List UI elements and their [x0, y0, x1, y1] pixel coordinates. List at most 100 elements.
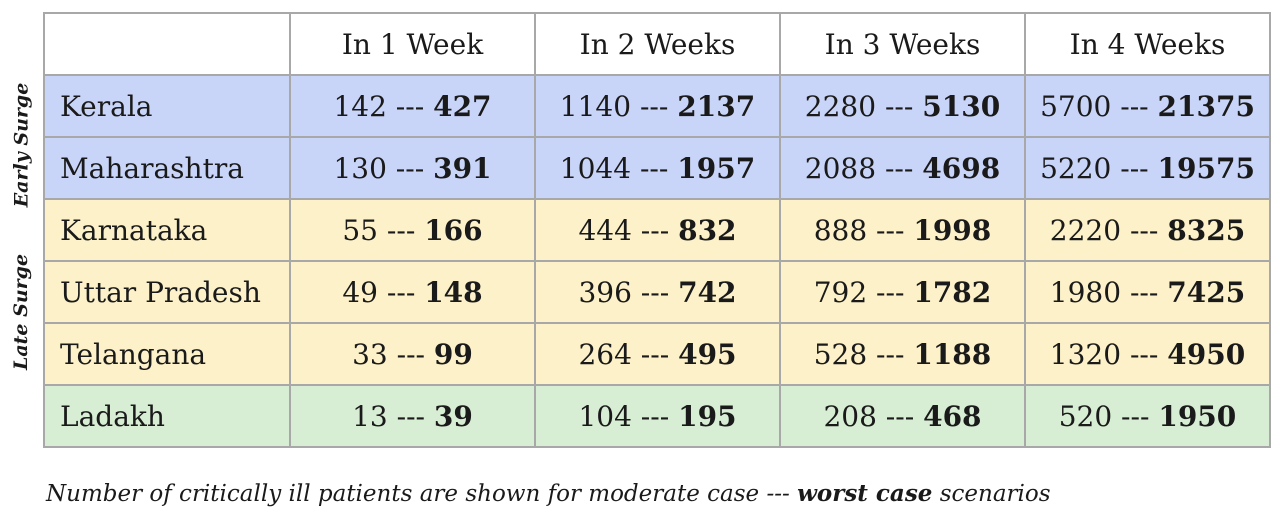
- header-row: In 1 Week In 2 Weeks In 3 Weeks In 4 Wee…: [43, 12, 1271, 76]
- moderate-case-value: 1320: [1049, 337, 1122, 371]
- value-cell: 5700 --- 21375: [1024, 74, 1271, 138]
- moderate-case-value: 49: [342, 275, 378, 309]
- value-cell: 208 --- 468: [779, 384, 1026, 448]
- moderate-case-value: 888: [813, 213, 868, 247]
- worst-case-value: 39: [433, 399, 473, 433]
- value-cell: 142 --- 427: [289, 74, 536, 138]
- moderate-case-value: 396: [578, 275, 632, 309]
- worst-case-value: 1782: [913, 275, 992, 309]
- moderate-case-value: 104: [578, 399, 632, 433]
- value-separator: ---: [876, 151, 923, 185]
- value-separator: ---: [378, 213, 425, 247]
- worst-case-value: 427: [433, 89, 492, 123]
- worst-case-value: 1188: [913, 337, 992, 371]
- value-cell: 104 --- 195: [534, 384, 781, 448]
- value-cell: 2220 --- 8325: [1024, 198, 1271, 262]
- forecast-table: In 1 Week In 2 Weeks In 3 Weeks In 4 Wee…: [43, 12, 1271, 448]
- caption-text-bold: worst case: [797, 480, 933, 507]
- worst-case-value: 7425: [1167, 275, 1246, 309]
- value-cell: 2088 --- 4698: [779, 136, 1026, 200]
- late-surge-label-text: Late Surge: [10, 253, 33, 371]
- moderate-case-value: 2088: [804, 151, 877, 185]
- state-name-cell: Karnataka: [43, 198, 291, 262]
- value-cell: 444 --- 832: [534, 198, 781, 262]
- value-separator: ---: [867, 337, 914, 371]
- worst-case-value: 99: [433, 337, 473, 371]
- table-row: Maharashtra 130 --- 391 1044 --- 1957 2088 …: [43, 136, 1271, 200]
- worst-case-value: 391: [433, 151, 492, 185]
- table-header: In 1 Week In 2 Weeks In 3 Weeks In 4 Wee…: [43, 12, 1271, 76]
- value-separator: ---: [867, 275, 914, 309]
- value-cell: 49 --- 148: [289, 260, 536, 324]
- worst-case-value: 742: [678, 275, 737, 309]
- value-cell: 528 --- 1188: [779, 322, 1026, 386]
- value-separator: ---: [876, 89, 923, 123]
- value-cell: 5220 --- 19575: [1024, 136, 1271, 200]
- value-separator: ---: [631, 213, 679, 247]
- value-cell: 130 --- 391: [289, 136, 536, 200]
- value-separator: ---: [386, 89, 434, 123]
- moderate-case-value: 792: [813, 275, 868, 309]
- value-cell: 888 --- 1998: [779, 198, 1026, 262]
- worst-case-value: 1950: [1158, 399, 1237, 433]
- moderate-case-value: 528: [813, 337, 868, 371]
- worst-case-value: 166: [424, 213, 483, 247]
- value-separator: ---: [631, 399, 679, 433]
- worst-case-value: 468: [923, 399, 982, 433]
- moderate-case-value: 33: [352, 337, 388, 371]
- moderate-case-value: 1980: [1049, 275, 1122, 309]
- table-row: Ladakh 13 --- 39 104 --- 195 208 --- 468 520…: [43, 384, 1271, 448]
- moderate-case-value: 1140: [559, 89, 632, 123]
- moderate-case-value: 55: [342, 213, 378, 247]
- state-name-cell: Maharashtra: [43, 136, 291, 200]
- value-separator: ---: [867, 213, 914, 247]
- worst-case-value: 495: [678, 337, 737, 371]
- table-row: Karnataka 55 --- 166 444 --- 832 888 --- 19…: [43, 198, 1271, 262]
- moderate-case-value: 5220: [1040, 151, 1112, 185]
- value-separator: ---: [386, 151, 434, 185]
- value-cell: 520 --- 1950: [1024, 384, 1271, 448]
- value-separator: ---: [876, 399, 924, 433]
- value-separator: ---: [1112, 399, 1159, 433]
- value-cell: 2280 --- 5130: [779, 74, 1026, 138]
- worst-case-value: 21375: [1157, 89, 1255, 123]
- moderate-case-value: 1044: [559, 151, 632, 185]
- value-separator: ---: [1121, 275, 1168, 309]
- state-name-cell: Uttar Pradesh: [43, 260, 291, 324]
- table-row: Telangana 33 --- 99 264 --- 495 528 --- 118…: [43, 322, 1271, 386]
- value-separator: ---: [1111, 151, 1158, 185]
- value-cell: 1320 --- 4950: [1024, 322, 1271, 386]
- worst-case-value: 2137: [677, 89, 756, 123]
- table-row: Kerala 142 --- 427 1140 --- 2137 2280 --- 5…: [43, 74, 1271, 138]
- table-row: Uttar Pradesh 49 --- 148 396 --- 742 792 --…: [43, 260, 1271, 324]
- value-cell: 396 --- 742: [534, 260, 781, 324]
- moderate-case-value: 208: [823, 399, 877, 433]
- value-cell: 792 --- 1782: [779, 260, 1026, 324]
- moderate-case-value: 5700: [1040, 89, 1112, 123]
- value-separator: ---: [1121, 337, 1168, 371]
- early-surge-label: Early Surge: [8, 78, 34, 212]
- value-separator: ---: [631, 275, 679, 309]
- worst-case-value: 4698: [922, 151, 1001, 185]
- value-cell: 33 --- 99: [289, 322, 536, 386]
- value-separator: ---: [387, 399, 434, 433]
- worst-case-value: 148: [424, 275, 483, 309]
- table-caption: Number of critically ill patients are sh…: [46, 480, 1051, 507]
- state-name-cell: Telangana: [43, 322, 291, 386]
- state-name-cell: Kerala: [43, 74, 291, 138]
- caption-text-end: scenarios: [932, 481, 1051, 507]
- moderate-case-value: 520: [1058, 399, 1113, 433]
- worst-case-value: 8325: [1167, 213, 1246, 247]
- value-separator: ---: [631, 151, 678, 185]
- state-name-cell: Ladakh: [43, 384, 291, 448]
- worst-case-value: 4950: [1167, 337, 1246, 371]
- column-header-week-3: In 3 Weeks: [779, 12, 1026, 76]
- value-cell: 1980 --- 7425: [1024, 260, 1271, 324]
- moderate-case-value: 2280: [804, 89, 877, 123]
- value-separator: ---: [1121, 213, 1168, 247]
- moderate-case-value: 444: [578, 213, 632, 247]
- worst-case-value: 1957: [677, 151, 756, 185]
- table-body: Kerala 142 --- 427 1140 --- 2137 2280 --- 5…: [43, 74, 1271, 448]
- moderate-case-value: 142: [333, 89, 387, 123]
- value-cell: 1044 --- 1957: [534, 136, 781, 200]
